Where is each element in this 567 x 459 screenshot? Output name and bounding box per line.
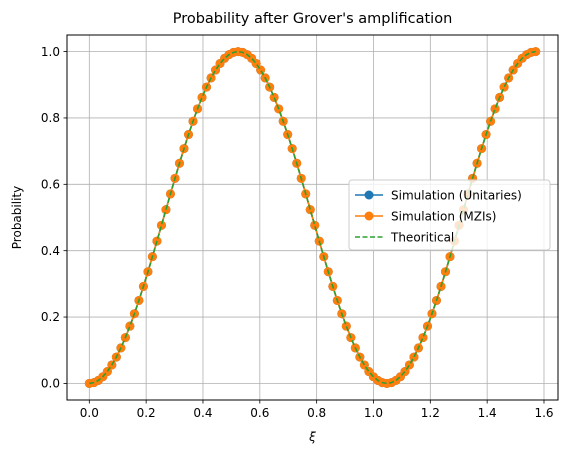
chart-title: Probability after Grover's amplification	[173, 11, 453, 27]
x-tick-label: 0.0	[80, 406, 99, 420]
y-tick-label: 0.2	[41, 310, 60, 324]
data-point	[305, 205, 315, 215]
legend: Simulation (Unitaries) Simulation (MZIs)…	[348, 179, 551, 251]
legend-marker-mzis	[364, 211, 374, 221]
data-point	[409, 352, 419, 362]
y-tick-label: 0.0	[41, 377, 60, 391]
x-axis-label: ξ	[308, 430, 316, 444]
data-point	[490, 104, 500, 114]
data-point	[499, 82, 509, 92]
data-point	[404, 360, 414, 370]
data-point	[125, 321, 135, 331]
data-point	[256, 65, 266, 75]
x-tick-label: 1.6	[534, 406, 553, 420]
y-tick-label: 0.4	[41, 244, 60, 258]
y-axis-label: Probability	[10, 186, 24, 249]
y-tick-label: 0.8	[41, 111, 60, 125]
x-tick-label: 0.8	[307, 406, 326, 420]
data-point	[310, 220, 320, 230]
data-point	[341, 321, 351, 331]
x-tick-label: 0.4	[193, 406, 212, 420]
y-tick-label: 0.6	[41, 178, 60, 192]
data-point	[269, 92, 279, 102]
data-point	[156, 220, 166, 230]
y-tick-label: 1.0	[41, 45, 60, 59]
legend-label-unitaries: Simulation (Unitaries)	[391, 189, 522, 203]
legend-label-theoretical: Theoritical	[390, 231, 454, 245]
data-point	[418, 333, 428, 343]
axis-ticks: 0.0 0.2 0.4 0.6 0.8 1.0 1.2 1.4 1.6 0.0 0.2 0.4 0.6 0…	[41, 45, 554, 420]
x-tick-label: 1.4	[478, 406, 497, 420]
x-tick-label: 1.2	[421, 406, 440, 420]
plot-frame	[66, 34, 559, 401]
data-point	[197, 92, 207, 102]
x-tick-label: 1.0	[364, 406, 383, 420]
legend-label-mzis: Simulation (MZIs)	[391, 210, 496, 224]
legend-marker-unitaries	[364, 190, 374, 200]
x-tick-label: 0.6	[250, 406, 269, 420]
legend-box	[348, 179, 551, 251]
x-tick-label: 0.2	[137, 406, 156, 420]
